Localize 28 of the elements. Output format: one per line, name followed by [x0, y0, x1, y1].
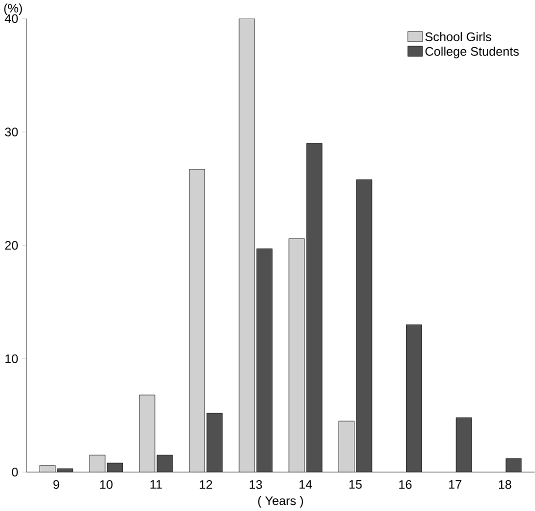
bar — [406, 324, 422, 472]
bar — [256, 248, 272, 472]
y-tick-label: 0 — [12, 468, 18, 476]
bar — [107, 463, 123, 472]
bar — [39, 465, 56, 472]
x-tick-label: 16 — [399, 480, 412, 489]
x-tick-label: 11 — [150, 480, 162, 489]
y-tick-label: 30 — [4, 128, 18, 136]
bar — [157, 455, 173, 472]
legend-label: School Girls — [425, 32, 492, 42]
x-tick-label: 14 — [300, 480, 312, 489]
x-tick-label: 9 — [53, 480, 60, 489]
x-tick-label: 18 — [498, 480, 512, 489]
y-tick-label: 20 — [5, 240, 18, 250]
bar — [356, 180, 372, 472]
x-tick-label: 12 — [200, 480, 212, 489]
x-tick-label: 17 — [449, 480, 462, 489]
x-tick-label: 10 — [100, 480, 113, 489]
x-axis-title: ( Years ) — [258, 496, 304, 508]
legend-label: College Students — [425, 46, 519, 58]
y-tick-label: 40 — [4, 14, 18, 24]
x-tick-label: 15 — [349, 480, 362, 489]
x-tick-label: 13 — [250, 480, 262, 489]
y-tick-label: 10 — [5, 354, 18, 364]
bar — [306, 143, 322, 472]
y-axis-title: (%) — [4, 3, 22, 15]
bar — [206, 413, 222, 472]
bar — [456, 418, 472, 472]
